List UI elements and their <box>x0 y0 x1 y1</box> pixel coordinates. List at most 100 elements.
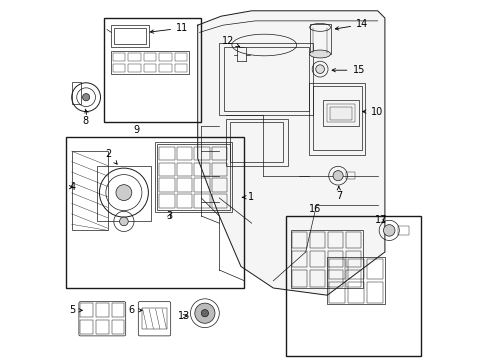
Bar <box>113 64 125 72</box>
Bar <box>113 53 125 61</box>
Bar <box>291 270 306 287</box>
Text: 6: 6 <box>128 305 142 315</box>
Bar <box>96 303 108 318</box>
Ellipse shape <box>309 50 330 58</box>
Bar <box>346 232 361 248</box>
Bar <box>142 308 167 329</box>
Bar <box>128 53 141 61</box>
Bar <box>328 259 345 279</box>
Bar <box>154 142 231 212</box>
Bar <box>312 86 361 150</box>
Bar <box>366 259 383 279</box>
Bar <box>194 163 209 176</box>
Bar <box>326 104 355 122</box>
Bar <box>72 82 81 104</box>
Bar <box>111 303 124 318</box>
Bar <box>156 144 229 210</box>
Bar <box>322 100 358 126</box>
Bar <box>223 47 308 111</box>
Text: 5: 5 <box>69 305 82 315</box>
Bar <box>194 179 209 192</box>
Bar <box>159 64 171 72</box>
Bar <box>111 51 188 74</box>
Bar <box>346 270 361 287</box>
Bar <box>397 226 408 235</box>
Bar <box>219 43 312 115</box>
Text: 2: 2 <box>105 149 117 164</box>
Bar <box>143 64 156 72</box>
Bar <box>194 147 209 161</box>
Bar <box>114 28 146 44</box>
Bar <box>346 251 361 267</box>
Bar <box>309 24 330 54</box>
Bar <box>226 119 287 166</box>
Bar <box>176 194 192 208</box>
Bar <box>211 179 227 192</box>
Circle shape <box>116 185 132 201</box>
Bar <box>328 282 345 303</box>
Bar <box>291 232 306 248</box>
Bar <box>230 122 283 162</box>
Bar <box>291 251 306 267</box>
Bar <box>211 163 227 176</box>
Bar <box>211 147 227 161</box>
Text: 7: 7 <box>335 191 341 201</box>
Text: 10: 10 <box>362 107 382 117</box>
Circle shape <box>315 65 324 73</box>
Polygon shape <box>197 11 384 295</box>
Text: 13: 13 <box>177 311 189 321</box>
Bar <box>329 107 351 120</box>
Bar <box>327 232 343 248</box>
Bar <box>159 194 174 208</box>
Circle shape <box>82 94 89 101</box>
Bar <box>66 137 244 288</box>
Bar <box>159 53 171 61</box>
Text: 17: 17 <box>374 215 386 225</box>
Bar <box>176 163 192 176</box>
Bar <box>96 320 108 334</box>
Bar <box>347 282 364 303</box>
Bar <box>80 303 93 318</box>
Bar <box>347 259 364 279</box>
Bar <box>80 320 93 334</box>
Bar <box>346 172 354 179</box>
Bar <box>309 251 325 267</box>
Bar <box>211 194 227 208</box>
Bar <box>309 83 365 155</box>
Circle shape <box>120 217 128 226</box>
Bar <box>174 64 187 72</box>
Text: 15: 15 <box>331 65 364 75</box>
Bar <box>159 163 174 176</box>
Bar <box>309 232 325 248</box>
Text: 1: 1 <box>242 192 254 202</box>
Bar <box>326 257 384 304</box>
Bar <box>176 147 192 161</box>
Bar <box>128 64 141 72</box>
Text: 16: 16 <box>308 204 320 214</box>
Text: 12: 12 <box>222 36 239 47</box>
Bar <box>309 270 325 287</box>
Bar <box>327 251 343 267</box>
Text: 14: 14 <box>335 19 367 30</box>
Text: 8: 8 <box>82 116 88 126</box>
Bar <box>159 179 174 192</box>
Text: 3: 3 <box>166 211 172 221</box>
Circle shape <box>383 225 394 236</box>
Circle shape <box>201 310 208 317</box>
Bar <box>111 320 124 334</box>
Bar <box>111 25 149 47</box>
Circle shape <box>194 303 215 323</box>
Bar <box>159 147 174 161</box>
Bar <box>72 151 107 230</box>
Bar <box>366 282 383 303</box>
Bar <box>104 18 201 122</box>
Bar <box>176 179 192 192</box>
Bar <box>194 194 209 208</box>
Bar <box>285 216 420 356</box>
Text: 4: 4 <box>69 182 76 192</box>
Text: 9: 9 <box>133 125 139 135</box>
Circle shape <box>332 171 343 181</box>
Bar <box>327 270 343 287</box>
Text: 11: 11 <box>150 23 188 33</box>
Bar <box>290 230 362 288</box>
